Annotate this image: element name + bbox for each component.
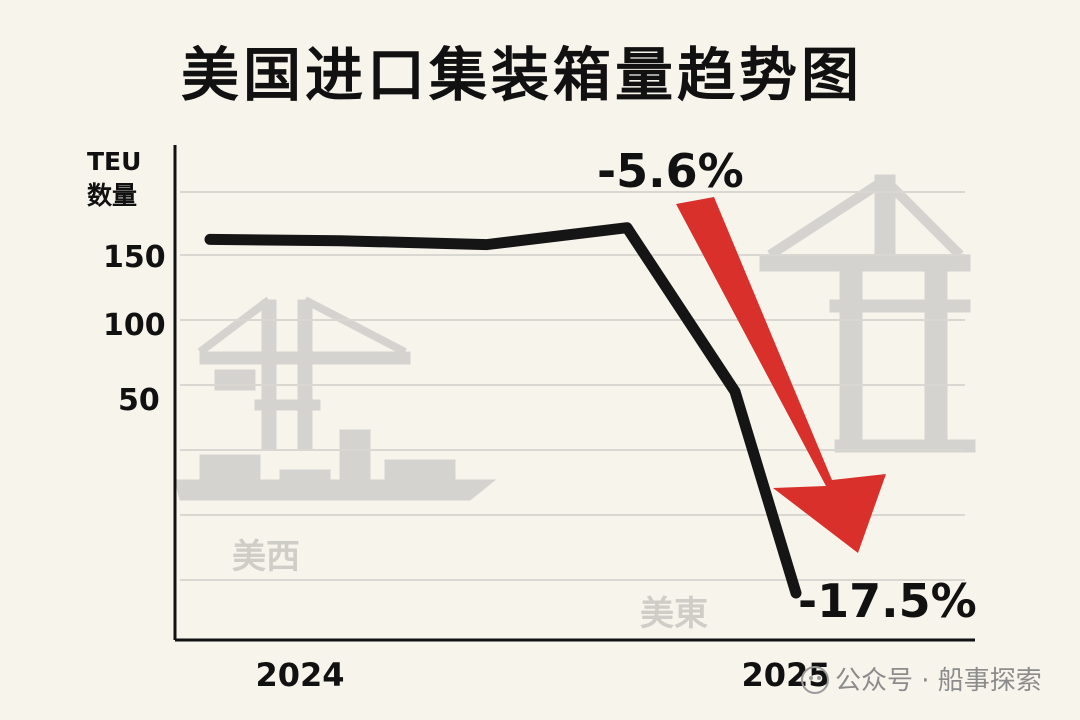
- background-illustration: [174, 174, 976, 501]
- x-tick-label: 2025: [741, 656, 830, 694]
- y-tick-label: 50: [118, 383, 160, 418]
- region-label-west: 美西: [232, 537, 300, 577]
- watermark-text: 公众号 · 船事探索: [835, 666, 1042, 696]
- gridlines: [180, 191, 965, 581]
- y-tick-label: 150: [103, 240, 166, 275]
- wechat-icon: [801, 666, 829, 694]
- chart-title: 美国进口集装箱量趋势图: [181, 41, 863, 109]
- left-crane-illustration: [197, 296, 411, 451]
- region-label-east: 美東: [640, 594, 708, 634]
- right-crane-illustration: [759, 174, 976, 453]
- y-axis-label-quantity: 数量: [87, 181, 137, 210]
- annotation-large-decline: -17.5%: [798, 574, 977, 628]
- watermark: 公众号 · 船事探索: [801, 666, 1042, 696]
- y-tick-label: 100: [103, 308, 166, 343]
- x-tick-label: 2024: [255, 656, 344, 694]
- y-axis-label-unit: TEU: [87, 147, 141, 176]
- decline-arrow: [676, 197, 886, 553]
- ship-illustration: [174, 429, 497, 501]
- series-line: [204, 222, 802, 599]
- annotation-small-decline: -5.6%: [597, 144, 744, 198]
